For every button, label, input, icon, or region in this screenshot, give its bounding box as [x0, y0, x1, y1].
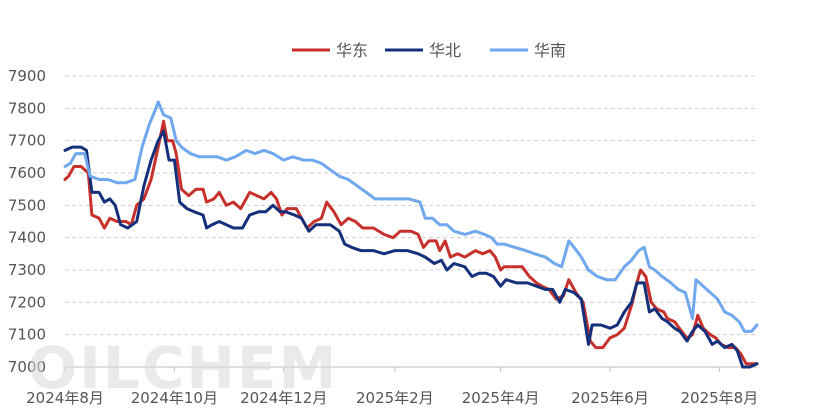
series-line-华东	[63, 119, 759, 366]
y-tick-label: 7300	[8, 261, 46, 279]
x-axis-ticks: 2024年8月 2024年10月 2024年12月 2025年2月 2025年4月 202…	[26, 367, 758, 407]
series-line-华北	[63, 129, 759, 369]
series-layer	[63, 100, 759, 369]
x-tick-label: 2025年2月	[356, 389, 434, 407]
y-tick-label: 7000	[8, 358, 46, 376]
watermark-logo: OILCHEM	[28, 334, 338, 402]
y-axis-ticks: 7000 7100 7200 7300 7400 7500 7600 7700 7800 7900	[8, 67, 46, 376]
x-tick-label: 2024年10月	[131, 389, 218, 407]
x-tick-label: 2024年8月	[26, 389, 104, 407]
y-tick-label: 7100	[8, 326, 46, 344]
x-tick-label: 2025年4月	[462, 389, 540, 407]
legend: 华东 华北 华南	[292, 41, 566, 60]
x-tick-label: 2025年6月	[571, 389, 649, 407]
y-tick-label: 7400	[8, 229, 46, 247]
legend-label: 华南	[534, 41, 566, 60]
y-tick-label: 7800	[8, 99, 46, 117]
y-tick-label: 7600	[8, 164, 46, 182]
series-line-华南	[63, 100, 759, 333]
legend-label: 华东	[336, 41, 368, 60]
x-tick-label: 2024年12月	[240, 389, 327, 407]
x-tick-label: 2025年8月	[680, 389, 758, 407]
y-tick-label: 7200	[8, 293, 46, 311]
y-tick-label: 7700	[8, 132, 46, 150]
legend-label: 华北	[429, 41, 461, 60]
y-tick-label: 7500	[8, 196, 46, 214]
y-tick-label: 7900	[8, 67, 46, 85]
grid-layer	[65, 75, 757, 368]
